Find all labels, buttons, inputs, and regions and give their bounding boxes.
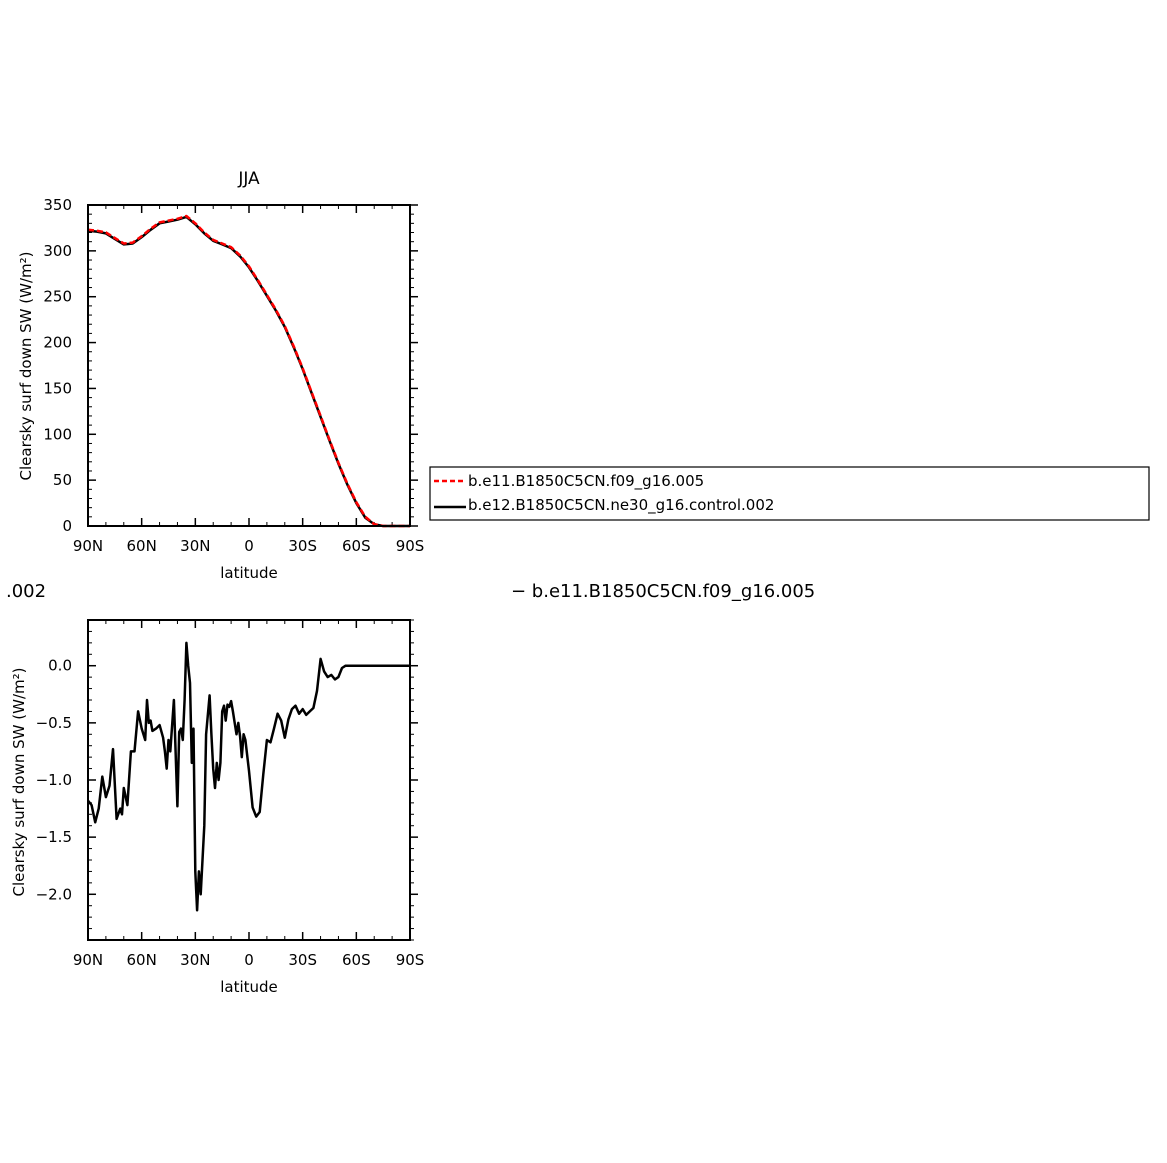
top-y-axis-title: Clearsky surf down SW (W/m²) — [17, 252, 35, 481]
bottom-title-right-text: − b.e11.B1850C5CN.f09_g16.005 — [511, 581, 815, 602]
legend-label-series-2: b.e12.B1850C5CN.ne30_g16.control.002 — [468, 496, 774, 515]
y-tick-label: −2.0 — [36, 885, 72, 903]
bottom-series-group — [87, 641, 410, 912]
x-tick-label: 30S — [288, 537, 317, 555]
top-series-group — [87, 214, 410, 528]
x-tick-label: 60S — [342, 537, 371, 555]
top-plot-title: JJA — [237, 169, 260, 189]
x-tick-label: 90S — [396, 951, 425, 969]
bottom-panel: .002 − b.e11.B1850C5CN.f09_g16.005 90N 60… — [6, 581, 815, 996]
top-axis-ticks — [87, 204, 418, 527]
bottom-x-axis-title: latitude — [220, 978, 278, 996]
bottom-plot-frame — [87, 619, 411, 941]
top-plot-frame — [87, 204, 411, 527]
y-tick-label: 0 — [62, 517, 72, 535]
series-line-1 — [87, 215, 410, 528]
y-tick-label: 350 — [43, 196, 72, 214]
legend-box — [429, 466, 1150, 521]
legend-label-series-1: b.e11.B1850C5CN.f09_g16.005 — [468, 472, 704, 491]
y-tick-label: 200 — [43, 334, 72, 352]
bottom-tick-labels: 90N 60N 30N 0 30S 60S 90S −2.0 −1.5 −1.0 −0.5 0.0 — [36, 657, 425, 969]
x-tick-label: 0 — [244, 951, 254, 969]
x-tick-label: 30S — [288, 951, 317, 969]
x-tick-label: 60S — [342, 951, 371, 969]
y-tick-label: 50 — [53, 471, 72, 489]
legend: b.e11.B1850C5CN.f09_g16.005 b.e12.B1850C… — [429, 466, 1150, 521]
series-line-1 — [87, 641, 410, 912]
y-tick-label: 250 — [43, 288, 72, 306]
x-tick-label: 30N — [180, 951, 210, 969]
top-panel: JJA 90N 60N 30N 0 30S 60S 90S 0 50 100 150 200 250 30… — [17, 169, 424, 582]
y-tick-label: −0.5 — [36, 714, 72, 732]
x-tick-label: 60N — [127, 537, 157, 555]
bottom-title-left-fragment: .002 — [6, 581, 46, 602]
bottom-axis-ticks — [87, 619, 418, 941]
x-tick-label: 0 — [244, 537, 254, 555]
top-tick-labels: 90N 60N 30N 0 30S 60S 90S 0 50 100 150 200 250 300 350 — [43, 196, 424, 555]
y-tick-label: −1.5 — [36, 828, 72, 846]
x-tick-label: 90N — [73, 537, 103, 555]
series-line-2 — [87, 214, 410, 528]
y-tick-label: −1.0 — [36, 771, 72, 789]
x-tick-label: 90N — [73, 951, 103, 969]
y-tick-label: 0.0 — [48, 657, 72, 675]
x-tick-label: 90S — [396, 537, 425, 555]
top-x-axis-title: latitude — [220, 564, 278, 582]
x-tick-label: 30N — [180, 537, 210, 555]
x-tick-label: 60N — [127, 951, 157, 969]
bottom-y-axis-title: Clearsky surf down SW (W/m²) — [10, 668, 28, 897]
y-tick-label: 150 — [43, 379, 72, 397]
y-tick-label: 100 — [43, 425, 72, 443]
y-tick-label: 300 — [43, 242, 72, 260]
